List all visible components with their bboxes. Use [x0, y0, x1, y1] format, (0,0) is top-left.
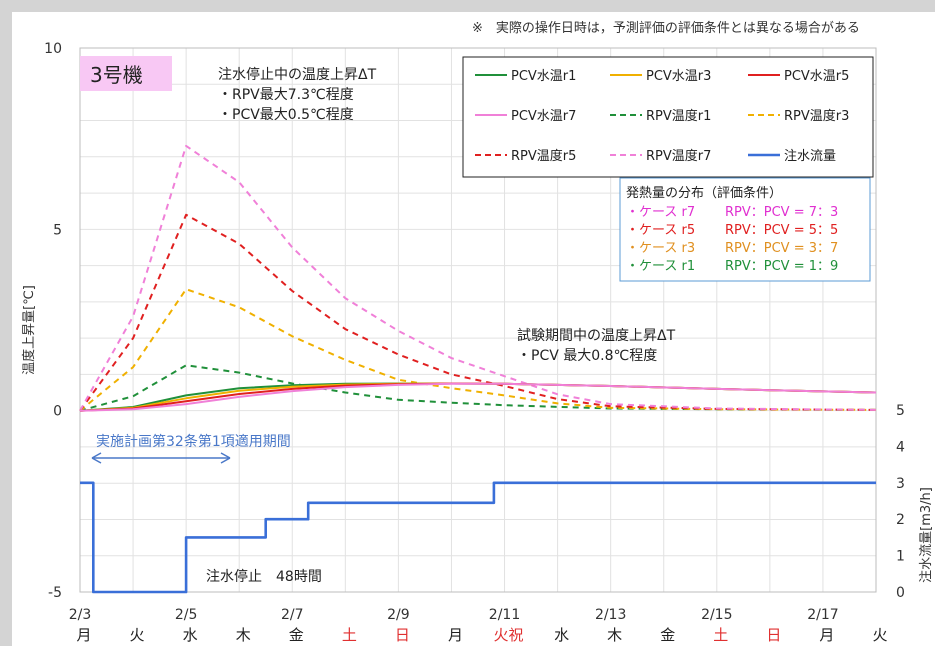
weekday-label: 水: [554, 626, 569, 644]
series-legend: [462, 56, 874, 178]
period-arrow-heads: [91, 452, 231, 464]
series-line-RPV温度r5: [79, 213, 877, 412]
x-tick-label: 2/13: [595, 607, 626, 623]
x-tick-label: 2/17: [807, 607, 838, 623]
heat-legend-title: 発熱量の分布（評価条件）: [626, 185, 782, 201]
weekday-label: 金: [660, 626, 675, 644]
weekday-label: 日: [766, 626, 781, 644]
heat-legend-case: ・ケース r7: [626, 205, 695, 220]
y-tick-label-right: 5: [896, 403, 905, 419]
y-tick-label: 0: [53, 404, 62, 420]
legend-label: RPV温度r1: [646, 108, 711, 124]
weekday-label: 金: [289, 626, 304, 644]
x-tick-label: 2/15: [701, 607, 732, 623]
weekday-label: 木: [607, 626, 622, 644]
weekday-label: 月: [448, 626, 463, 644]
series-line-RPV温度r7: [79, 144, 877, 412]
legend-label: RPV温度r5: [511, 148, 576, 164]
x-tick-label: 2/11: [489, 607, 520, 623]
legend-label: PCV水温r5: [784, 69, 849, 84]
series-line-RPV温度r3: [79, 288, 877, 412]
legend-label: PCV水温r3: [646, 69, 711, 84]
stop-note-line1: ・RPV最大7.3℃程度: [218, 87, 354, 103]
heat-legend-ratio: RPV：PCV = 1：9: [725, 259, 838, 274]
series-line-注水流量: [80, 481, 876, 594]
weekday-label: 日: [395, 626, 410, 644]
stop-note-line2: ・PCV最大0.5℃程度: [218, 107, 354, 123]
y-tick-label-right: 0: [896, 585, 905, 601]
legend-label: RPV温度r7: [646, 148, 711, 164]
legend-label: RPV温度r3: [784, 108, 849, 124]
series-layer: [79, 144, 877, 594]
y-tick-label-right: 2: [896, 512, 905, 528]
legend-label: 注水流量: [784, 149, 836, 164]
heat-legend-case: ・ケース r1: [626, 259, 695, 274]
weekday-label: 火: [130, 626, 145, 644]
test-note-title: 試験期間中の温度上昇ΔT: [517, 328, 676, 344]
weekday-label: 火祝: [494, 626, 524, 644]
y-tick-label: -5: [48, 585, 62, 601]
legend-label: PCV水温r7: [511, 109, 576, 124]
weekday-label: 月: [819, 626, 834, 644]
weekday-label: 土: [342, 626, 357, 644]
y-axis-label-right: 注水流量[m3/h]: [919, 487, 934, 583]
heat-legend-ratio: RPV：PCV = 3：7: [725, 241, 838, 256]
heat-legend-ratio: RPV：PCV = 5：5: [725, 223, 838, 238]
y-tick-label: 10: [44, 41, 62, 57]
weekday-label: 水: [183, 626, 198, 644]
x-tick-label: 2/7: [281, 607, 304, 623]
unit-label-bg: [80, 56, 172, 91]
y-tick-label-right: 1: [896, 549, 905, 565]
stop-label: 注水停止 48時間: [206, 568, 322, 585]
heat-legend: [619, 177, 871, 282]
series-legend-items: PCV水温r1 PCV水温r3 PCV水温r5 PCV水温r7 RPV温度r1 RPV温度…: [475, 69, 849, 164]
legend-label: PCV水温r1: [511, 69, 576, 84]
weekday-label: 火: [872, 626, 887, 644]
frame-top: [0, 0, 935, 12]
stop-note-title: 注水停止中の温度上昇ΔT: [218, 66, 377, 83]
heat-legend-ratio: RPV：PCV = 7：3: [725, 205, 838, 220]
unit-label: 3号機: [90, 63, 143, 87]
heat-legend-rows: ・ケース r7 RPV：PCV = 7：3 ・ケース r5 RPV：PCV = 5：5…: [626, 205, 838, 274]
weekday-label: 土: [713, 626, 728, 644]
frame-left: [0, 0, 12, 646]
x-tick-label: 2/5: [175, 607, 198, 623]
weekday-label: 木: [236, 626, 251, 644]
plot-frame: [79, 47, 877, 593]
heat-legend-case: ・ケース r3: [626, 241, 695, 256]
series-line-RPV温度r1: [79, 364, 877, 412]
period-label: 実施計画第32条第1項適用期間: [96, 433, 291, 450]
y-axis-label: 温度上昇量[℃]: [21, 285, 37, 375]
y-tick-label-right: 4: [896, 439, 905, 455]
heat-legend-case: ・ケース r5: [626, 223, 695, 238]
y-tick-label-right: 3: [896, 476, 905, 492]
weekday-label: 月: [76, 626, 91, 644]
series-line-PCV水温r7: [79, 382, 877, 412]
x-tick-label: 2/9: [387, 607, 410, 623]
test-note-line1: ・PCV 最大0.8℃程度: [517, 348, 657, 364]
axes: -5 0 5 10 0 1 2 3 4 5 2/3 2/5 2/7 2/9 2/11 2/13 2/15 2/17…: [44, 41, 905, 644]
x-tick-label: 2/3: [69, 607, 92, 623]
y-tick-label: 5: [53, 222, 62, 238]
notice-text: ※ 実際の操作日時は，予測評価の評価条件とは異なる場合がある: [472, 20, 860, 36]
